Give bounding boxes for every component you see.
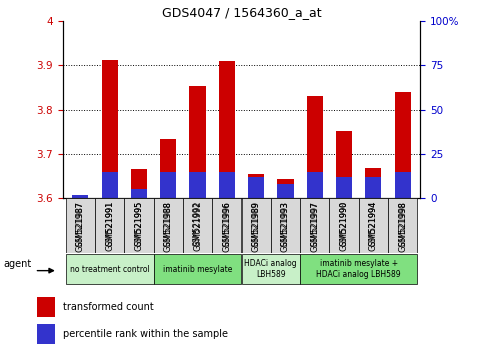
Bar [248,177,264,198]
Bar [189,86,206,198]
Bar [300,254,417,284]
Text: GSM521989: GSM521989 [252,201,261,246]
Text: GSM521996: GSM521996 [222,201,231,252]
Bar [72,195,88,198]
Bar [300,198,329,253]
Bar [307,96,323,198]
Bar [336,177,352,198]
Text: GSM521988: GSM521988 [164,201,173,252]
Bar [242,198,271,253]
Text: transformed count: transformed count [63,302,154,312]
Text: GSM521994: GSM521994 [369,201,378,251]
Bar [66,198,95,253]
Bar [160,139,176,198]
Text: agent: agent [3,259,31,269]
Text: GSM521989: GSM521989 [252,201,261,252]
Text: percentile rank within the sample: percentile rank within the sample [63,329,228,339]
Text: GSM521998: GSM521998 [398,201,407,252]
Bar [395,172,411,198]
Bar [395,92,411,198]
Bar [189,172,206,198]
Bar [131,189,147,198]
Bar [37,297,55,317]
Bar [365,168,382,198]
Bar [365,177,382,198]
Bar [101,172,118,198]
Text: HDACi analog
LBH589: HDACi analog LBH589 [244,259,297,279]
Bar [359,198,388,253]
Text: imatinib mesylate +
HDACi analog LBH589: imatinib mesylate + HDACi analog LBH589 [316,259,401,279]
Bar [124,198,154,253]
Bar [37,324,55,344]
Bar [248,174,264,198]
Title: GDS4047 / 1564360_a_at: GDS4047 / 1564360_a_at [162,6,321,19]
Text: GSM521987: GSM521987 [76,201,85,246]
Text: no treatment control: no treatment control [70,264,150,274]
Bar [154,254,242,284]
Text: GSM521990: GSM521990 [340,201,349,246]
Text: GSM521993: GSM521993 [281,201,290,252]
Bar [183,198,212,253]
Text: GSM521996: GSM521996 [222,201,231,246]
Text: GSM521991: GSM521991 [105,201,114,246]
Bar [242,254,300,284]
Bar [219,61,235,198]
Bar [219,172,235,198]
Text: GSM521991: GSM521991 [105,201,114,251]
Text: GSM521995: GSM521995 [134,201,143,251]
Bar [66,254,154,284]
Text: GSM521998: GSM521998 [398,201,407,246]
Text: GSM521994: GSM521994 [369,201,378,246]
Bar [72,195,88,198]
Bar [154,198,183,253]
Bar [388,198,417,253]
Text: GSM521995: GSM521995 [134,201,143,246]
Bar [212,198,242,253]
Text: GSM521990: GSM521990 [340,201,349,251]
Text: GSM521997: GSM521997 [310,201,319,252]
Bar [329,198,359,253]
Text: GSM521992: GSM521992 [193,201,202,251]
Bar [95,198,124,253]
Text: GSM521987: GSM521987 [76,201,85,252]
Text: GSM521992: GSM521992 [193,201,202,246]
Bar [336,131,352,198]
Bar [277,184,294,198]
Bar [101,60,118,198]
Text: GSM521997: GSM521997 [310,201,319,246]
Bar [307,172,323,198]
Text: GSM521988: GSM521988 [164,201,173,246]
Bar [160,172,176,198]
Text: imatinib mesylate: imatinib mesylate [163,264,232,274]
Bar [277,179,294,198]
Bar [271,198,300,253]
Text: GSM521993: GSM521993 [281,201,290,246]
Bar [131,170,147,198]
